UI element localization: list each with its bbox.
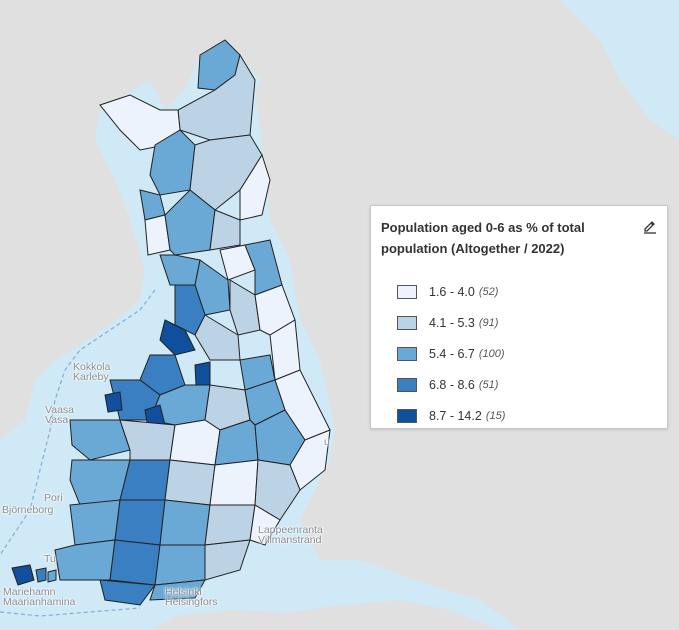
municipality[interactable] xyxy=(194,361,211,386)
legend-title: Population aged 0-6 as % of total popula… xyxy=(381,220,585,256)
sweden-land xyxy=(0,0,150,440)
legend-swatch xyxy=(397,408,417,423)
municipality[interactable] xyxy=(209,459,259,506)
municipality[interactable] xyxy=(114,499,166,546)
legend-item-1[interactable]: 1.6 - 4.0 (52) xyxy=(397,276,505,307)
legend-swatch xyxy=(397,315,417,330)
legend-swatch xyxy=(397,346,417,361)
legend-item-2[interactable]: 4.1 - 5.3 (91) xyxy=(397,307,505,338)
municipality[interactable] xyxy=(154,544,206,586)
label-karleby: Karleby xyxy=(73,371,109,383)
label-turku-partial: Tu xyxy=(44,553,56,565)
municipality[interactable] xyxy=(149,579,206,601)
legend-count: (51) xyxy=(478,378,499,391)
municipality[interactable] xyxy=(69,419,131,461)
municipality[interactable] xyxy=(69,499,121,546)
legend-range: 4.1 - 5.3 xyxy=(429,315,475,330)
maritime-border xyxy=(0,607,141,617)
legend-swatch xyxy=(397,284,417,299)
legend-range: 5.4 - 6.7 xyxy=(429,346,475,361)
municipality[interactable] xyxy=(169,419,221,466)
municipality[interactable] xyxy=(254,459,301,521)
legend-item-5[interactable]: 8.7 - 14.2 (15) xyxy=(397,400,505,431)
norway-land xyxy=(130,0,330,110)
label-kokkola: Kokkola xyxy=(73,361,111,373)
municipality[interactable] xyxy=(164,459,216,506)
municipality[interactable] xyxy=(204,504,256,546)
label-vaasa: Vaasa xyxy=(45,404,74,416)
label-mariehamn: Mariehamn xyxy=(3,586,56,598)
municipality[interactable] xyxy=(104,391,123,413)
municipality[interactable] xyxy=(47,569,57,583)
municipality[interactable] xyxy=(11,564,35,586)
municipality[interactable] xyxy=(159,499,211,546)
label-helsinki: Helsinki xyxy=(165,586,202,598)
label-lappeenranta: Lappeenranta xyxy=(258,524,323,536)
label-pori: Pori xyxy=(44,492,63,504)
estonia-land xyxy=(150,600,500,630)
legend-swatch xyxy=(397,377,417,392)
municipality[interactable] xyxy=(209,209,241,251)
municipality[interactable] xyxy=(249,504,281,546)
legend-range: 6.8 - 8.6 xyxy=(429,377,475,392)
municipality[interactable] xyxy=(194,314,241,361)
legend-count: (91) xyxy=(478,316,499,329)
legend-panel: Population aged 0-6 as % of total popula… xyxy=(370,205,668,429)
municipality[interactable] xyxy=(204,539,251,581)
municipality[interactable] xyxy=(35,567,47,583)
municipality[interactable] xyxy=(229,279,261,336)
maritime-border xyxy=(0,289,156,556)
municipality[interactable] xyxy=(159,319,196,356)
legend-item-4[interactable]: 6.8 - 8.6 (51) xyxy=(397,369,505,400)
legend-count: (52) xyxy=(478,285,499,298)
pencil-icon[interactable] xyxy=(642,218,658,234)
label-villmanstrand: Villmanstrand xyxy=(258,534,322,546)
legend-items: 1.6 - 4.0 (52) 4.1 - 5.3 (91) 5.4 - 6.7 … xyxy=(397,276,505,431)
arctic-sea xyxy=(560,0,679,140)
municipality[interactable] xyxy=(239,153,271,221)
finland-municipalities[interactable] xyxy=(11,39,331,606)
label-bjorneborg: Björneborg xyxy=(2,504,54,516)
legend-item-3[interactable]: 5.4 - 6.7 (100) xyxy=(397,338,505,369)
municipality[interactable] xyxy=(194,259,231,316)
municipality[interactable] xyxy=(109,539,161,586)
legend-range: 1.6 - 4.0 xyxy=(429,284,475,299)
label-joensuu-partial: u xyxy=(324,436,330,448)
legend-count: (100) xyxy=(478,347,505,360)
legend-count: (15) xyxy=(485,409,506,422)
municipality[interactable] xyxy=(99,579,156,606)
label-helsingfors: Helsingfors xyxy=(165,596,218,608)
label-vasa: Vasa xyxy=(45,414,69,426)
legend-range: 8.7 - 14.2 xyxy=(429,408,482,423)
label-maarianhamina: Maarianhamina xyxy=(3,596,76,608)
